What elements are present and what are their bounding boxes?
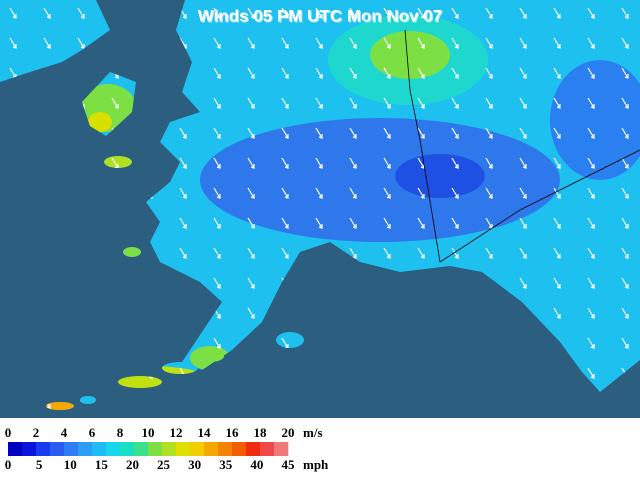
color-swatch bbox=[92, 442, 107, 456]
tick-label: 12 bbox=[170, 425, 183, 440]
tick-label: 0 bbox=[5, 425, 12, 440]
tick-label: 10 bbox=[142, 425, 155, 440]
color-swatch bbox=[50, 442, 65, 456]
tick-label: 35 bbox=[219, 457, 233, 472]
unit-label: mph bbox=[303, 457, 329, 472]
border bbox=[404, 29, 441, 263]
tick-label: 40 bbox=[250, 457, 263, 472]
tick-label: 45 bbox=[282, 457, 296, 472]
color-swatch bbox=[204, 442, 219, 456]
color-swatch bbox=[64, 442, 79, 456]
color-swatch bbox=[218, 442, 233, 456]
color-swatch bbox=[8, 442, 23, 456]
color-swatch bbox=[274, 442, 289, 456]
color-swatch bbox=[190, 442, 205, 456]
color-swatch bbox=[134, 442, 149, 456]
color-swatch bbox=[148, 442, 163, 456]
tick-label: 4 bbox=[61, 425, 68, 440]
tick-label: 18 bbox=[254, 425, 268, 440]
color-swatch bbox=[120, 442, 135, 456]
color-swatch bbox=[36, 442, 51, 456]
color-swatch bbox=[106, 442, 121, 456]
title: Winds 05 PM UTC Mon Nov 07 bbox=[198, 6, 442, 25]
tick-label: 8 bbox=[117, 425, 124, 440]
tick-label: 30 bbox=[188, 457, 201, 472]
tick-label: 25 bbox=[157, 457, 171, 472]
color-swatch bbox=[260, 442, 275, 456]
tick-label: 5 bbox=[36, 457, 43, 472]
color-swatch bbox=[176, 442, 191, 456]
tick-label: 0 bbox=[5, 457, 12, 472]
unit-label: m/s bbox=[303, 425, 323, 440]
legend: 0 2 4 6 8 10 12 14 16 18 20 m/s 0 5 10 15 20 25 30 35 40 45 mp… bbox=[5, 425, 329, 472]
tick-label: 20 bbox=[282, 425, 295, 440]
tick-label: 20 bbox=[126, 457, 139, 472]
border bbox=[439, 149, 640, 263]
tick-label: 15 bbox=[95, 457, 109, 472]
color-swatch bbox=[162, 442, 177, 456]
color-swatch bbox=[78, 442, 93, 456]
tick-label: 10 bbox=[64, 457, 77, 472]
color-swatch bbox=[232, 442, 247, 456]
tick-label: 14 bbox=[198, 425, 212, 440]
color-swatch bbox=[22, 442, 37, 456]
tick-label: 2 bbox=[33, 425, 40, 440]
tick-label: 16 bbox=[226, 425, 240, 440]
color-swatch bbox=[246, 442, 261, 456]
title-shadow: Winds 05 PM UTC Mon Nov 07 bbox=[199, 7, 443, 26]
tick-label: 6 bbox=[89, 425, 96, 440]
